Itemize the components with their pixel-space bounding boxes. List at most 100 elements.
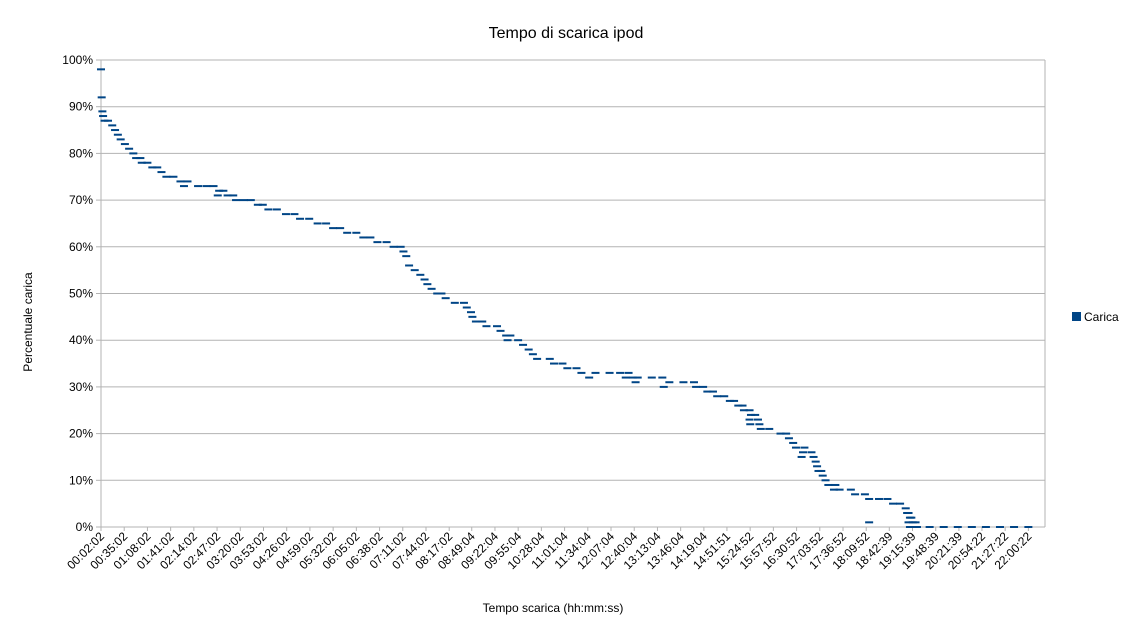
data-point bbox=[176, 180, 185, 183]
data-point bbox=[967, 526, 976, 528]
y-tick-label: 0% bbox=[76, 520, 94, 534]
data-point bbox=[633, 376, 642, 379]
data-point bbox=[797, 455, 806, 458]
data-point bbox=[322, 222, 331, 225]
data-point bbox=[811, 460, 820, 463]
data-point bbox=[679, 381, 688, 384]
legend: Carica bbox=[1072, 310, 1119, 324]
data-point bbox=[148, 166, 157, 169]
data-point bbox=[129, 152, 138, 155]
chart-title: Tempo di scarica ipod bbox=[489, 25, 644, 42]
data-point bbox=[305, 217, 314, 220]
data-point bbox=[519, 343, 528, 346]
data-point bbox=[202, 185, 211, 188]
data-point bbox=[708, 390, 717, 393]
data-point bbox=[343, 231, 352, 234]
data-point bbox=[746, 413, 755, 416]
data-point bbox=[981, 526, 990, 528]
data-point bbox=[905, 526, 914, 528]
data-point bbox=[699, 385, 708, 388]
data-point bbox=[689, 381, 698, 384]
data-point bbox=[784, 437, 793, 440]
data-point bbox=[616, 371, 625, 374]
data-point bbox=[468, 315, 477, 318]
data-point bbox=[143, 161, 152, 164]
data-point bbox=[113, 133, 122, 136]
data-point bbox=[692, 385, 701, 388]
data-point bbox=[382, 241, 391, 244]
data-point bbox=[713, 395, 722, 398]
y-tick-label: 60% bbox=[69, 240, 93, 254]
data-point bbox=[658, 376, 667, 379]
data-point bbox=[209, 185, 218, 188]
data-point bbox=[925, 526, 934, 528]
data-point bbox=[577, 371, 586, 374]
data-point bbox=[459, 301, 468, 304]
data-point bbox=[1010, 526, 1019, 528]
data-point bbox=[125, 147, 134, 150]
data-point bbox=[405, 264, 414, 267]
data-point bbox=[624, 371, 633, 374]
data-point bbox=[734, 404, 743, 407]
data-point bbox=[253, 203, 262, 206]
data-point bbox=[359, 236, 368, 239]
data-point bbox=[896, 502, 905, 505]
data-point bbox=[874, 497, 883, 500]
data-point bbox=[1024, 526, 1033, 528]
data-point bbox=[396, 245, 405, 248]
data-point bbox=[437, 292, 446, 295]
data-point bbox=[782, 432, 791, 435]
data-point bbox=[939, 526, 948, 528]
data-point bbox=[659, 385, 668, 388]
data-point bbox=[99, 115, 108, 118]
data-point bbox=[725, 399, 734, 402]
data-point bbox=[104, 119, 113, 122]
y-tick-label: 70% bbox=[69, 193, 93, 207]
data-point bbox=[904, 511, 913, 514]
data-point bbox=[427, 287, 436, 290]
data-point bbox=[410, 269, 419, 272]
data-point bbox=[912, 526, 921, 528]
data-point bbox=[97, 96, 106, 99]
y-tick-label: 30% bbox=[69, 380, 93, 394]
data-point bbox=[631, 381, 640, 384]
data-point bbox=[545, 357, 554, 360]
data-point bbox=[223, 194, 232, 197]
data-point bbox=[558, 362, 567, 365]
data-point bbox=[720, 395, 729, 398]
data-point bbox=[482, 325, 491, 328]
data-point bbox=[860, 493, 869, 496]
data-point bbox=[503, 339, 512, 342]
data-point bbox=[813, 465, 822, 468]
data-point bbox=[420, 278, 429, 281]
data-point bbox=[809, 455, 818, 458]
data-point bbox=[493, 325, 502, 328]
data-point bbox=[111, 129, 120, 132]
data-point bbox=[730, 399, 739, 402]
data-point bbox=[272, 208, 281, 211]
data-point bbox=[563, 367, 572, 370]
data-point bbox=[865, 521, 874, 524]
data-point bbox=[799, 451, 808, 454]
data-point bbox=[765, 427, 774, 430]
data-point bbox=[776, 432, 785, 435]
data-point bbox=[846, 488, 855, 491]
data-point bbox=[219, 189, 228, 192]
data-point bbox=[97, 68, 105, 71]
data-point bbox=[791, 446, 800, 449]
data-point bbox=[585, 376, 594, 379]
x-axis: 00:02:0200:35:0201:08:0201:41:0202:14:02… bbox=[64, 527, 1035, 572]
data-point bbox=[800, 446, 809, 449]
data-point bbox=[179, 185, 188, 188]
data-point bbox=[605, 371, 614, 374]
data-point bbox=[889, 502, 898, 505]
data-point bbox=[628, 376, 637, 379]
data-point bbox=[441, 297, 450, 300]
data-point bbox=[290, 213, 299, 216]
data-point bbox=[229, 194, 238, 197]
data-point bbox=[98, 110, 107, 113]
data-point bbox=[755, 423, 764, 426]
data-point bbox=[911, 521, 920, 524]
data-point bbox=[835, 488, 844, 491]
